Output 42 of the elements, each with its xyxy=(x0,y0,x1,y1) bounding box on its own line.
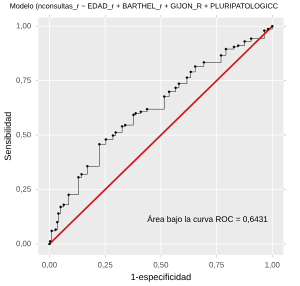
point xyxy=(48,240,52,242)
point xyxy=(220,54,222,57)
point xyxy=(62,203,65,206)
point xyxy=(50,230,53,232)
point xyxy=(59,206,62,208)
point xyxy=(186,76,188,79)
point xyxy=(162,95,166,98)
point xyxy=(194,65,196,68)
point xyxy=(243,40,246,43)
point xyxy=(54,228,57,231)
x-axis-title: 1-especificidad xyxy=(131,273,191,282)
point xyxy=(114,131,117,134)
point xyxy=(271,24,274,28)
point xyxy=(146,108,148,110)
y-axis-title: Sensibilidad xyxy=(4,112,11,160)
point xyxy=(124,124,127,126)
point xyxy=(104,138,108,141)
point xyxy=(77,176,80,178)
point xyxy=(178,82,180,85)
point xyxy=(140,110,142,113)
point xyxy=(236,44,240,47)
point xyxy=(263,29,266,32)
point xyxy=(98,142,101,146)
point xyxy=(112,134,114,137)
annotation: Área bajo la curva ROC = 0,6431 xyxy=(147,214,268,224)
point xyxy=(174,86,177,89)
point xyxy=(86,164,89,168)
point xyxy=(67,193,70,196)
point xyxy=(80,172,83,176)
point xyxy=(48,242,51,246)
point xyxy=(266,28,270,30)
point xyxy=(57,212,60,215)
point xyxy=(132,113,135,116)
point xyxy=(168,90,170,93)
point xyxy=(120,124,124,128)
point xyxy=(56,220,59,224)
point xyxy=(189,70,192,74)
point xyxy=(134,112,137,114)
point xyxy=(250,37,252,40)
point xyxy=(224,48,228,50)
point xyxy=(202,60,206,64)
point xyxy=(232,46,236,48)
